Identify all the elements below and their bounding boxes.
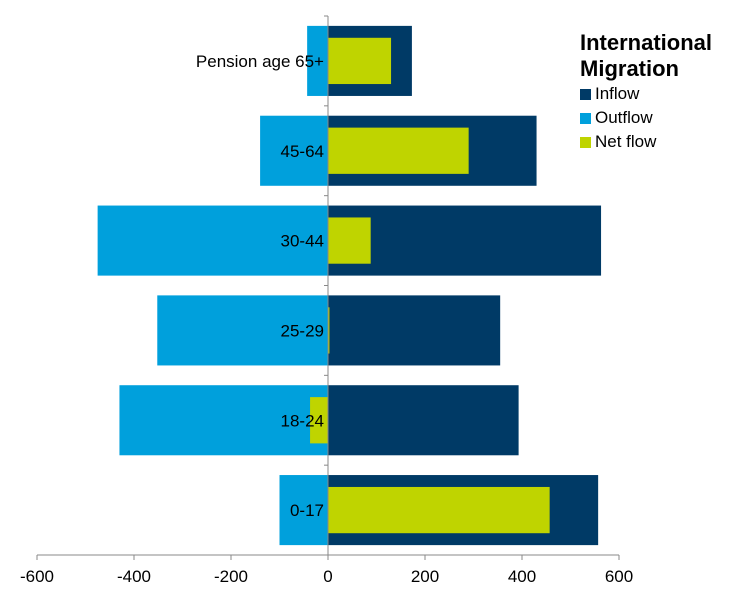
bar-net-flow-pension-age-65 [328, 37, 392, 85]
x-tick-label: 200 [411, 567, 439, 586]
bar-inflow-30-44 [328, 205, 602, 276]
bar-net-flow-18-24 [310, 397, 328, 444]
legend-title-line-1: International [580, 30, 713, 55]
bar-outflow-pension-age-65 [307, 25, 328, 96]
category-label-0-17: 0-17 [290, 501, 324, 520]
x-tick-label: -400 [117, 567, 151, 586]
legend: International Migration Inflow Outflow N… [580, 30, 712, 154]
bar-inflow-25-29 [328, 295, 501, 366]
axes-layer [36, 15, 620, 560]
bars-layer [97, 25, 602, 546]
category-label-30-44: 30-44 [281, 232, 324, 251]
bar-outflow-45-64 [260, 115, 328, 186]
x-tick-label: -600 [20, 567, 54, 586]
bar-net-flow-30-44 [328, 217, 371, 264]
x-tick-label: 600 [605, 567, 633, 586]
labels-layer: -600 -400 -200 0 200 400 600 Pension age 65+ 45-… [20, 52, 633, 586]
x-tick-label: 0 [323, 567, 332, 586]
category-label-25-29: 25-29 [281, 321, 324, 340]
legend-swatch-outflow [580, 112, 591, 124]
category-label-18-24: 18-24 [281, 411, 324, 430]
legend-label-inflow: Inflow [595, 84, 640, 103]
legend-swatch-inflow [580, 88, 591, 100]
bar-inflow-18-24 [328, 385, 519, 456]
legend-item-net-flow: Net flow [580, 130, 712, 154]
legend-label-outflow: Outflow [595, 108, 653, 127]
legend-swatch-net-flow [580, 136, 591, 148]
category-label-45-64: 45-64 [281, 142, 324, 161]
bar-outflow-18-24 [119, 385, 328, 456]
legend-title-line-2: Migration [580, 56, 679, 81]
legend-label-net-flow: Net flow [595, 132, 657, 151]
x-tick-label: -200 [214, 567, 248, 586]
bar-outflow-25-29 [157, 295, 328, 366]
legend-item-outflow: Outflow [580, 106, 712, 130]
bar-net-flow-45-64 [328, 127, 469, 174]
legend-item-inflow: Inflow [580, 82, 712, 106]
bar-net-flow-25-29 [328, 307, 330, 354]
category-label-pension-age-65: Pension age 65+ [196, 52, 324, 71]
x-tick-label: 400 [508, 567, 536, 586]
bar-outflow-30-44 [97, 205, 328, 276]
bar-net-flow-0-17 [328, 486, 550, 534]
bar-outflow-0-17 [279, 475, 328, 546]
